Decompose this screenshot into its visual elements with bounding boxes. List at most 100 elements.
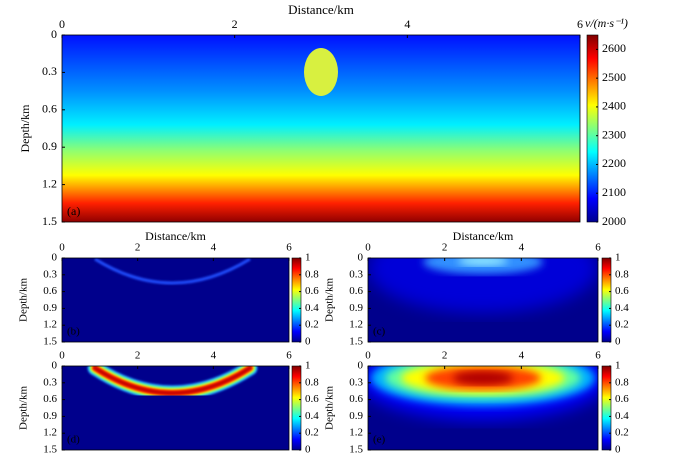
- colorbar-tick-label: 0.4: [305, 410, 319, 422]
- colorbar-tick-label: 0.6: [615, 393, 629, 405]
- x-tick-label: 2: [232, 17, 238, 31]
- x-axis-label: Distance/km: [453, 229, 514, 243]
- y-axis-label: Depth/km: [18, 104, 32, 153]
- colorbar-tick-label: 0: [615, 336, 621, 348]
- plot-frame: [61, 34, 581, 223]
- y-tick-label: 1.5: [43, 444, 57, 456]
- x-tick-label: 6: [595, 242, 601, 254]
- y-tick-label: 0.6: [349, 393, 363, 405]
- field-bg: [62, 366, 289, 450]
- plot-frame: [61, 365, 290, 451]
- anomaly: [304, 48, 338, 96]
- plot-frame: [367, 365, 599, 451]
- y-tick-label: 1.2: [42, 176, 57, 190]
- y-tick-label: 0.3: [42, 64, 57, 78]
- y-tick-label: 0: [358, 252, 364, 264]
- x-tick-label: 6: [286, 242, 292, 254]
- colorbar-tick-label: 0.2: [615, 319, 629, 331]
- y-tick-label: 0.9: [43, 410, 57, 422]
- colorbar: [586, 34, 599, 223]
- x-tick-label: 6: [577, 17, 583, 31]
- plot-frame: [61, 257, 290, 343]
- y-tick-label: 0.6: [349, 285, 363, 297]
- panel-label: (c): [373, 326, 386, 338]
- colorbar-tick-label: 0: [615, 444, 621, 456]
- x-tick-label: 4: [211, 242, 217, 254]
- heatmap: [368, 366, 598, 450]
- y-tick-label: 1.2: [43, 319, 57, 331]
- colorbar-tick-label: 0.2: [615, 427, 629, 439]
- colorbar: [291, 365, 302, 451]
- colorbar-tick-label: 0.2: [305, 319, 319, 331]
- y-tick-label: 0.9: [42, 139, 57, 153]
- colorbar-tick-label: 2100: [602, 185, 626, 199]
- x-tick-label: 2: [442, 350, 448, 362]
- x-tick-label: 2: [442, 242, 448, 254]
- y-tick-label: 0.6: [42, 102, 57, 116]
- y-tick-label: 0.3: [349, 268, 363, 280]
- y-tick-label: 0.6: [43, 285, 57, 297]
- colorbar: [291, 257, 302, 343]
- y-tick-label: 1.2: [349, 427, 363, 439]
- y-tick-label: 1.5: [349, 336, 363, 348]
- panel-label: (b): [67, 326, 80, 338]
- y-tick-label: 1.2: [349, 319, 363, 331]
- y-tick-label: 0.9: [349, 302, 363, 314]
- y-axis-label: Depth/km: [18, 386, 30, 430]
- y-axis-label: Depth/km: [18, 278, 30, 322]
- y-tick-label: 1.5: [42, 214, 57, 228]
- colorbar-tick-label: 0.8: [305, 376, 319, 388]
- colorbar-tick-label: 0.8: [305, 268, 319, 280]
- arc: [94, 258, 251, 285]
- colorbar-tick-label: 0.2: [305, 427, 319, 439]
- x-tick-label: 6: [595, 350, 601, 362]
- y-tick-label: 0: [358, 360, 364, 372]
- plot-frame: [367, 257, 599, 343]
- colorbar-tick-label: 0.4: [615, 410, 629, 422]
- x-tick-label: 0: [59, 242, 65, 254]
- y-axis-label: Depth/km: [324, 278, 336, 322]
- x-axis-label: Distance/km: [288, 2, 354, 17]
- panel-label: (a): [67, 204, 80, 218]
- colorbar-tick-label: 0: [305, 336, 311, 348]
- y-tick-label: 0.6: [43, 393, 57, 405]
- heatmap: [62, 366, 289, 450]
- y-tick-label: 1.5: [349, 444, 363, 456]
- colorbar-tick-label: 0.6: [615, 285, 629, 297]
- panel-label: (e): [373, 434, 386, 446]
- colorbar-tick-label: 0.4: [305, 302, 319, 314]
- y-axis-label: Depth/km: [324, 386, 336, 430]
- x-tick-label: 2: [135, 242, 141, 254]
- colorbar-tick-label: 2500: [602, 70, 626, 84]
- blob: [453, 371, 513, 385]
- heatmap: [62, 35, 580, 222]
- y-tick-label: 1.2: [43, 427, 57, 439]
- colorbar-tick-label: 2300: [602, 127, 626, 141]
- colorbar-tick-label: 2200: [602, 156, 626, 170]
- x-tick-label: 4: [211, 350, 217, 362]
- colorbar-tick-label: 0.6: [305, 393, 319, 405]
- blob: [368, 258, 598, 313]
- x-tick-label: 2: [135, 350, 141, 362]
- x-tick-label: 4: [404, 17, 410, 31]
- x-tick-label: 0: [365, 350, 371, 362]
- y-tick-label: 1.5: [43, 336, 57, 348]
- colorbar-tick-label: 0.8: [615, 268, 629, 280]
- y-tick-label: 0: [52, 252, 58, 264]
- y-tick-label: 0: [51, 27, 57, 41]
- colorbar-tick-label: 2400: [602, 99, 626, 113]
- colorbar-tick-label: 1: [615, 252, 621, 264]
- field-bg: [62, 258, 289, 342]
- y-tick-label: 0.9: [349, 410, 363, 422]
- colorbar-tick-label: 1: [615, 360, 621, 372]
- colorbar-tick-label: 0.8: [615, 376, 629, 388]
- y-tick-label: 0.3: [43, 376, 57, 388]
- colorbar-tick-label: 0.4: [615, 302, 629, 314]
- x-tick-label: 0: [365, 242, 371, 254]
- colorbar: [601, 365, 612, 451]
- y-tick-label: 0.3: [349, 376, 363, 388]
- x-axis-label: Distance/km: [145, 229, 206, 243]
- y-tick-label: 0: [52, 360, 58, 372]
- colorbar-tick-label: 0: [305, 444, 311, 456]
- blob: [458, 258, 508, 266]
